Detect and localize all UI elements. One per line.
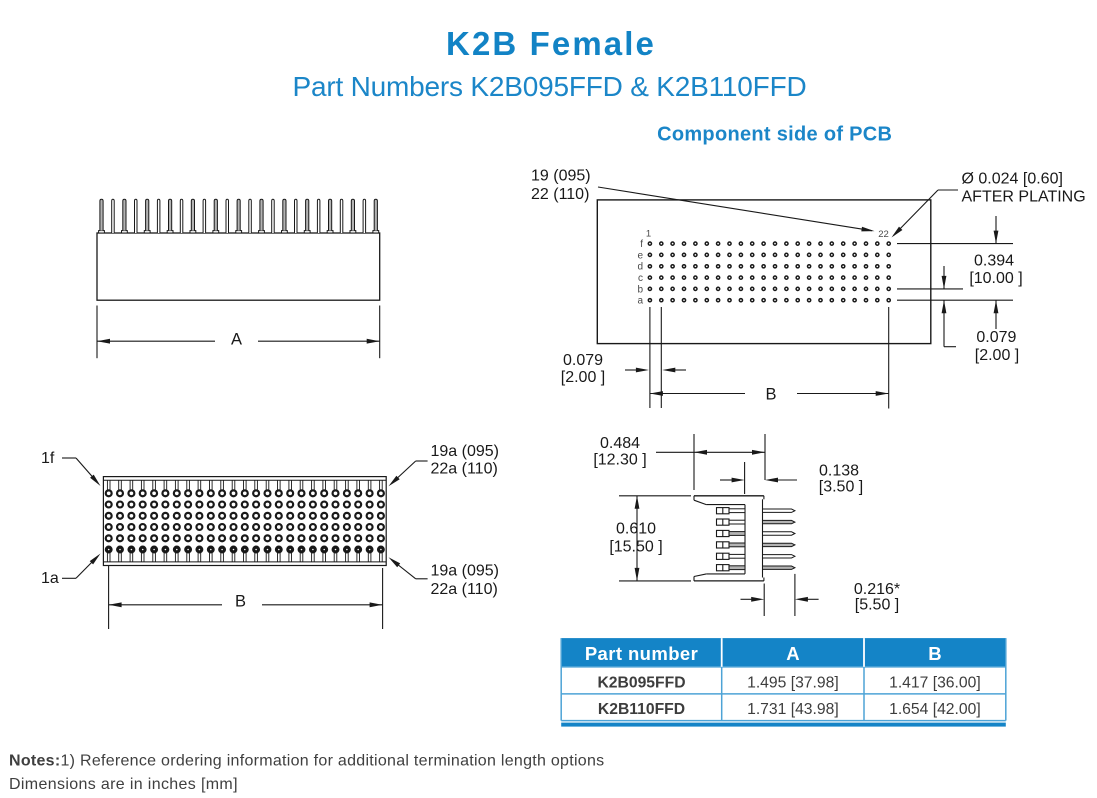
svg-text:K2B095FFD: K2B095FFD bbox=[597, 675, 685, 692]
svg-text:B: B bbox=[235, 593, 246, 611]
svg-text:0.079: 0.079 bbox=[976, 329, 1016, 346]
svg-text:f: f bbox=[640, 239, 643, 250]
svg-text:Ø 0.024 [0.60]: Ø 0.024 [0.60] bbox=[962, 171, 1063, 188]
svg-text:19 (095): 19 (095) bbox=[531, 168, 591, 185]
svg-text:1.731 [43.98]: 1.731 [43.98] bbox=[747, 701, 839, 718]
svg-text:K2B110FFD: K2B110FFD bbox=[598, 701, 685, 718]
svg-text:K2B Female: K2B Female bbox=[446, 25, 656, 62]
svg-text:[3.50 ]: [3.50 ] bbox=[819, 479, 863, 496]
svg-text:a: a bbox=[637, 296, 643, 307]
svg-text:A: A bbox=[786, 643, 799, 664]
svg-text:22 (110): 22 (110) bbox=[531, 186, 589, 203]
svg-text:Notes:1) Reference ordering in: Notes:1) Reference ordering information … bbox=[9, 752, 604, 769]
svg-text:19a (095): 19a (095) bbox=[431, 563, 500, 580]
svg-text:1.654 [42.00]: 1.654 [42.00] bbox=[889, 701, 981, 718]
svg-text:1.495 [37.98]: 1.495 [37.98] bbox=[747, 675, 839, 692]
svg-text:[15.50 ]: [15.50 ] bbox=[609, 539, 662, 556]
svg-text:[12.30 ]: [12.30 ] bbox=[593, 452, 646, 469]
svg-text:B: B bbox=[928, 643, 941, 664]
svg-text:[2.00 ]: [2.00 ] bbox=[975, 347, 1019, 364]
svg-text:Part number: Part number bbox=[585, 643, 698, 664]
svg-text:Component side of PCB: Component side of PCB bbox=[657, 124, 892, 146]
svg-text:[2.00 ]: [2.00 ] bbox=[561, 369, 605, 386]
svg-text:Part Numbers K2B095FFD & K2B11: Part Numbers K2B095FFD & K2B110FFD bbox=[293, 71, 807, 102]
svg-text:0.138: 0.138 bbox=[819, 463, 859, 480]
svg-text:0.079: 0.079 bbox=[563, 352, 603, 369]
svg-text:0.394: 0.394 bbox=[974, 252, 1014, 269]
svg-text:b: b bbox=[637, 284, 643, 295]
svg-text:0.484: 0.484 bbox=[600, 435, 640, 452]
svg-text:1f: 1f bbox=[41, 450, 55, 467]
svg-text:0.216*: 0.216* bbox=[854, 581, 900, 598]
svg-text:c: c bbox=[638, 273, 643, 284]
svg-text:22a (110): 22a (110) bbox=[431, 461, 498, 478]
svg-text:[5.50 ]: [5.50 ] bbox=[855, 597, 899, 614]
svg-text:AFTER PLATING: AFTER PLATING bbox=[962, 189, 1086, 206]
svg-text:19a (095): 19a (095) bbox=[431, 443, 500, 460]
svg-text:e: e bbox=[637, 250, 643, 261]
svg-text:B: B bbox=[765, 385, 776, 403]
svg-text:22: 22 bbox=[878, 229, 889, 240]
svg-text:d: d bbox=[637, 262, 643, 273]
svg-text:22a (110): 22a (110) bbox=[431, 581, 498, 598]
svg-text:0.610: 0.610 bbox=[616, 521, 656, 538]
svg-text:1.417 [36.00]: 1.417 [36.00] bbox=[889, 675, 981, 692]
svg-text:Dimensions are in inches [mm]: Dimensions are in inches [mm] bbox=[9, 776, 238, 793]
svg-text:1: 1 bbox=[646, 229, 651, 240]
svg-text:[10.00 ]: [10.00 ] bbox=[969, 270, 1022, 287]
svg-text:1a: 1a bbox=[41, 570, 59, 587]
svg-text:A: A bbox=[231, 331, 242, 349]
